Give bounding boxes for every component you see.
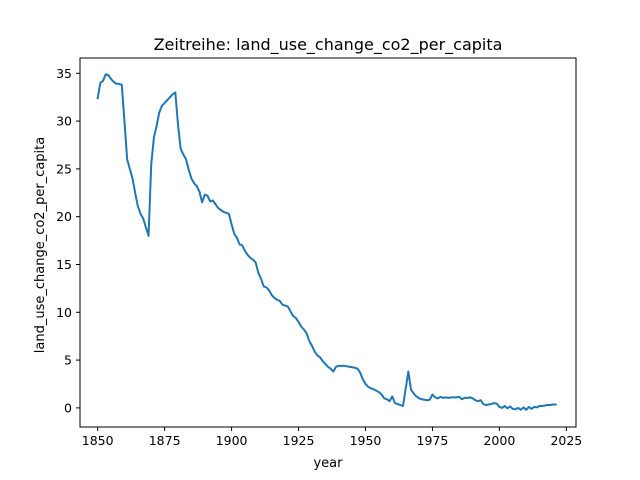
- y-tick-label: 10: [56, 305, 72, 320]
- x-tick-label: 1925: [283, 433, 315, 448]
- y-tick-label: 5: [64, 353, 72, 368]
- y-tick-label: 0: [64, 400, 72, 415]
- x-tick-label: 1900: [216, 433, 248, 448]
- y-tick-label: 15: [56, 257, 72, 272]
- y-tick-label: 25: [56, 161, 72, 176]
- x-axis-label: year: [313, 456, 343, 471]
- x-tick-label: 1850: [82, 433, 114, 448]
- y-tick-label: 35: [56, 66, 72, 81]
- x-tick-label: 2000: [483, 433, 515, 448]
- y-axis-label: land_use_change_co2_per_capita: [33, 137, 48, 353]
- x-tick-label: 2025: [550, 433, 582, 448]
- axes-frame: [79, 57, 577, 428]
- x-tick-label: 1975: [417, 433, 449, 448]
- plot-area: 1850 1875 1900 1925 1950 1975 2000 202505101520…: [56, 57, 582, 448]
- series-line-0: [96, 73, 557, 411]
- chart-title: Zeitreihe: land_use_change_co2_per_capit…: [154, 35, 503, 55]
- y-tick-label: 30: [56, 114, 72, 129]
- x-tick-label: 1950: [350, 433, 382, 448]
- x-tick-label: 1875: [149, 433, 181, 448]
- y-tick-label: 20: [56, 209, 72, 224]
